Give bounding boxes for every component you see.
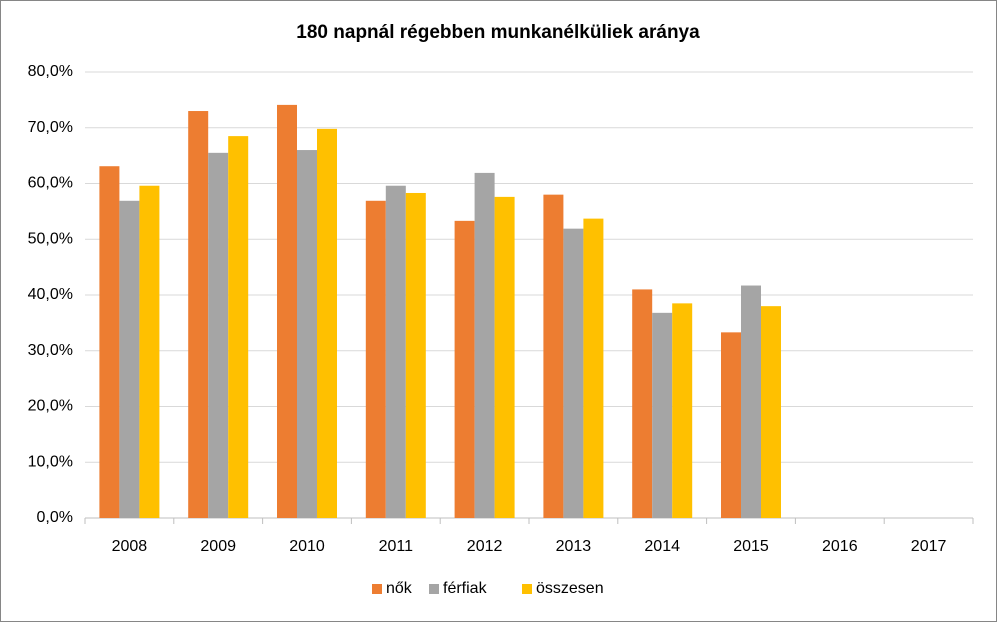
bar: [317, 128, 337, 519]
bar: [583, 218, 604, 518]
x-tick-label: 2008: [112, 538, 148, 555]
y-tick-label: 80,0%: [28, 63, 73, 80]
bar: [119, 200, 140, 518]
bar: [405, 192, 426, 519]
legend-swatch: [522, 584, 532, 594]
y-tick-label: 50,0%: [28, 230, 73, 247]
x-tick-label: 2011: [379, 538, 414, 555]
bar: [563, 228, 584, 518]
x-tick-label: 2013: [556, 538, 592, 555]
bar: [741, 285, 761, 518]
bar: [474, 172, 495, 518]
bar: [277, 104, 297, 518]
y-tick-label: 30,0%: [28, 342, 73, 359]
bar: [99, 166, 120, 518]
bar: [297, 150, 317, 519]
y-tick-label: 40,0%: [28, 286, 73, 303]
y-tick-label: 20,0%: [28, 398, 73, 415]
bar: [188, 111, 209, 519]
x-tick-label: 2017: [911, 538, 947, 555]
x-tick-label: 2014: [644, 538, 680, 555]
bar: [208, 152, 229, 518]
x-tick-label: 2016: [822, 538, 858, 555]
y-tick-label: 0,0%: [37, 509, 73, 526]
legend-label: összesen: [536, 580, 604, 597]
legend-swatch: [372, 584, 382, 594]
bar: [761, 306, 781, 518]
y-tick-label: 60,0%: [28, 175, 73, 192]
bar: [385, 185, 406, 519]
x-tick-label: 2009: [200, 538, 236, 555]
bar: [454, 220, 475, 519]
bar: [494, 196, 515, 518]
x-tick-label: 2015: [733, 538, 769, 555]
bar: [228, 136, 249, 519]
bar: [721, 332, 741, 518]
x-tick-label: 2012: [467, 538, 503, 555]
x-tick-label: 2010: [289, 538, 325, 555]
chart-title: 180 napnál régebben munkanélküliek arány…: [296, 22, 700, 43]
y-tick-label: 10,0%: [28, 453, 73, 470]
legend-swatch: [429, 584, 439, 594]
legend-label: férfiak: [443, 580, 488, 597]
legend-label: nők: [386, 580, 413, 597]
bar: [672, 303, 693, 518]
y-tick-label: 70,0%: [28, 119, 73, 136]
bar: [543, 194, 564, 518]
bar: [139, 185, 160, 519]
bar: [652, 312, 673, 518]
bar: [632, 289, 653, 518]
bar: [365, 200, 386, 518]
